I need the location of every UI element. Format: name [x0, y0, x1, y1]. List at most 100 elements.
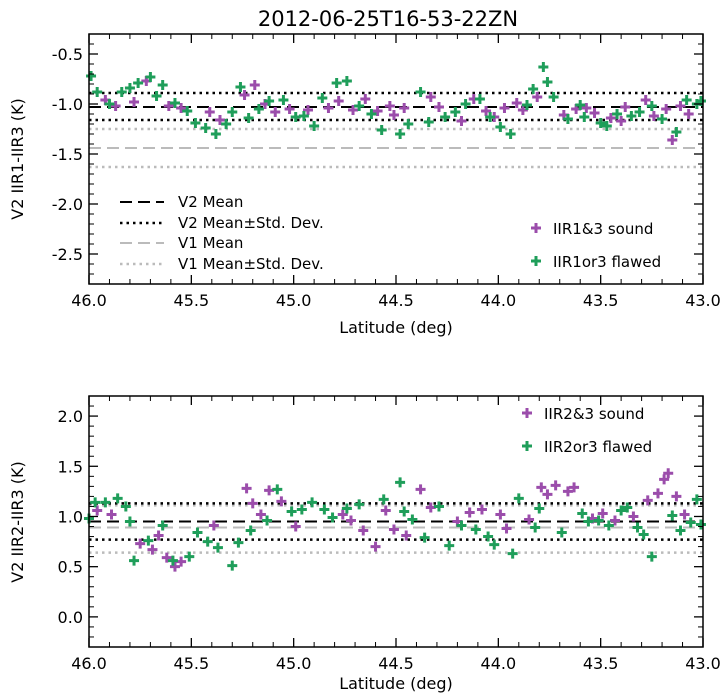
data-point	[167, 555, 178, 566]
data-point	[628, 511, 639, 522]
data-point	[534, 503, 545, 514]
x-tick-label: 45.5	[174, 291, 210, 310]
data-point	[659, 474, 670, 485]
data-point	[583, 516, 594, 527]
y-tick-label: -2.0	[52, 195, 83, 214]
scatter-points-2	[84, 468, 706, 572]
data-point	[133, 78, 144, 88]
x-tick-label: 44.0	[481, 654, 517, 673]
data-point	[507, 548, 518, 559]
data-point	[695, 519, 706, 530]
data-point	[307, 497, 318, 508]
data-point	[415, 87, 426, 97]
data-point	[145, 72, 156, 82]
data-point	[581, 103, 592, 113]
data-point	[638, 529, 649, 540]
data-point	[376, 125, 387, 135]
x-axis-label-1: Latitude (deg)	[339, 318, 453, 337]
scatter-points-1	[86, 62, 706, 145]
data-point	[157, 80, 168, 90]
legend-marker-flawed-2	[522, 441, 532, 451]
data-point	[212, 542, 223, 553]
data-point	[460, 99, 471, 109]
data-point	[433, 501, 444, 512]
legend-plus-marker	[522, 441, 532, 451]
data-point	[184, 551, 195, 562]
data-point	[675, 525, 686, 536]
data-point	[302, 105, 313, 115]
data-point	[333, 96, 344, 106]
x-tick-label: 46.0	[71, 654, 107, 673]
data-point	[597, 508, 608, 519]
data-point	[388, 110, 399, 120]
legend-plus-marker	[522, 408, 532, 418]
y-tick-label: -1.0	[52, 95, 83, 114]
data-point	[495, 509, 506, 520]
data-point	[395, 129, 406, 139]
data-point	[675, 101, 686, 111]
data-point	[233, 537, 244, 548]
data-point	[270, 107, 281, 117]
data-point	[235, 82, 246, 92]
legend-label-flawed-1: IIR1or3 flawed	[553, 253, 661, 271]
data-point	[388, 524, 399, 535]
data-point	[153, 530, 164, 541]
data-point	[626, 111, 637, 121]
data-point	[603, 520, 614, 531]
data-point	[679, 509, 690, 520]
data-point	[309, 121, 320, 131]
data-point	[86, 71, 97, 81]
y-axis-label-1: V2 IIR1-IIR3 (K)	[8, 98, 27, 220]
data-point	[278, 95, 289, 105]
data-point	[323, 103, 334, 113]
data-point	[569, 482, 580, 493]
y-axis-label-2: V2 IIR2-IIR3 (K)	[8, 461, 27, 583]
data-point	[620, 102, 631, 112]
panel-iir1-iir3: 46.0 45.5 45.0 44.5 44.0 43.5 43.0 -0.5 -1.0 -1.5…	[8, 33, 721, 337]
data-point	[327, 512, 338, 523]
data-point	[221, 119, 232, 129]
data-point	[151, 91, 162, 101]
data-point	[548, 92, 559, 102]
data-point	[210, 129, 221, 139]
x-tick-label: 45.0	[276, 291, 312, 310]
y-tick-label: 0.0	[58, 608, 83, 627]
data-point	[276, 496, 287, 507]
data-point	[528, 84, 539, 94]
data-point	[249, 80, 260, 90]
data-point	[562, 486, 573, 497]
y-tick-label: -0.5	[52, 45, 83, 64]
data-point	[646, 101, 657, 111]
data-point	[106, 509, 117, 520]
marker-legend-1: IIR1&3 sound IIR1or3 flawed	[531, 220, 661, 271]
data-point	[556, 527, 567, 538]
data-point	[395, 477, 406, 488]
data-point	[255, 509, 266, 520]
data-point	[298, 111, 309, 121]
data-point	[595, 118, 606, 128]
data-point	[384, 101, 395, 111]
data-point	[542, 489, 553, 500]
x-tick-label: 43.5	[583, 291, 619, 310]
data-point	[530, 522, 541, 533]
data-point	[456, 116, 467, 126]
data-point	[671, 127, 682, 137]
y-tick-label: -2.5	[52, 245, 83, 264]
data-point	[667, 510, 678, 521]
x-tick-label: 43.0	[685, 654, 721, 673]
data-point	[579, 112, 590, 122]
data-point	[399, 103, 410, 113]
data-point	[290, 521, 301, 532]
data-point	[176, 103, 187, 113]
data-point	[657, 114, 668, 124]
data-point	[691, 494, 702, 505]
data-point	[182, 106, 193, 116]
data-point	[341, 503, 352, 514]
data-point	[401, 530, 412, 541]
legend-marker-sound-1	[531, 223, 541, 233]
data-point	[450, 107, 461, 117]
data-point	[247, 498, 258, 509]
data-point	[124, 516, 135, 527]
y-tick-label: 0.5	[58, 558, 83, 577]
data-point	[632, 522, 643, 533]
